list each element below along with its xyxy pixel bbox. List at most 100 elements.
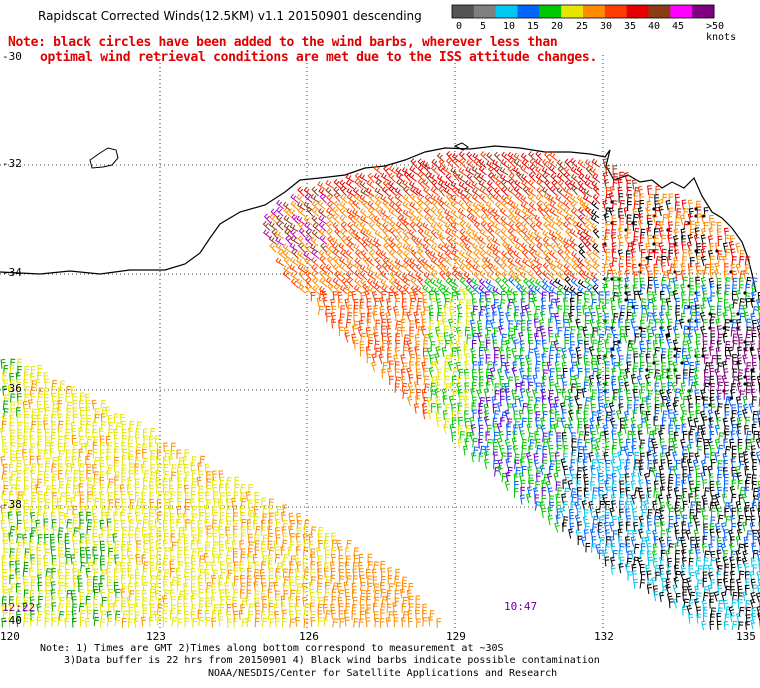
wind-barb (23, 581, 29, 592)
wind-barb (44, 548, 51, 558)
wind-barb (10, 393, 16, 403)
wind-barb (177, 497, 183, 508)
wind-barb (31, 420, 37, 431)
wind-barb (310, 568, 315, 579)
wind-barb (234, 476, 240, 487)
wind-barb (154, 583, 160, 594)
wind-barb (78, 539, 84, 550)
wind-barb (51, 476, 57, 487)
wind-barb (226, 603, 232, 614)
wind-barb (428, 616, 434, 627)
wind-barb (28, 567, 34, 578)
wind-barb (122, 610, 129, 620)
wind-barb (219, 484, 224, 494)
wind-barb (29, 435, 35, 446)
wind-barb (1, 602, 8, 613)
wind-barb (45, 442, 50, 452)
wind-barb (184, 562, 191, 572)
wind-barb (23, 539, 28, 550)
wind-barb (206, 582, 212, 592)
wind-barb (71, 603, 78, 614)
wind-barb (218, 574, 224, 585)
wind-barb (106, 617, 113, 628)
wind-barb (365, 596, 371, 606)
wind-barb (112, 533, 118, 544)
wind-barb (584, 159, 594, 169)
wind-barb (473, 173, 482, 183)
wind-barb (149, 554, 155, 565)
wind-barb (157, 490, 163, 501)
wind-barb (338, 575, 345, 585)
wind-barb (211, 589, 217, 600)
wind-barb (302, 562, 308, 572)
wind-barb (367, 575, 373, 585)
wind-barb (190, 490, 196, 501)
wind-barb (64, 435, 70, 445)
wind-barb (50, 546, 56, 557)
wind-barb (438, 158, 446, 169)
wind-barb (80, 420, 85, 431)
wind-barb (2, 442, 8, 452)
wind-barb (121, 602, 127, 613)
wind-barb (127, 567, 133, 578)
wind-barb (85, 595, 91, 606)
wind-barb (239, 561, 244, 571)
wind-barb (65, 492, 71, 502)
wind-barb (141, 492, 147, 502)
wind-barb (212, 491, 219, 501)
wind-barb (176, 539, 182, 550)
wind-barb (133, 470, 139, 480)
wind-barb (37, 505, 43, 516)
wind-barb (50, 512, 56, 522)
wind-barb (268, 567, 274, 578)
wind-barb (63, 442, 69, 453)
wind-barb (156, 527, 162, 537)
wind-barb (282, 504, 288, 515)
wind-barb (92, 576, 98, 586)
wind-barb (105, 455, 111, 466)
wind-barb (1, 596, 7, 606)
wind-barb (9, 364, 15, 375)
wind-barb (133, 617, 139, 628)
wind-barb (296, 513, 302, 523)
wind-barb (452, 171, 460, 182)
wind-barb (232, 525, 238, 536)
wind-barb (38, 463, 44, 474)
wind-barb (3, 379, 9, 389)
wind-barb (227, 618, 232, 629)
wind-barb (353, 554, 359, 565)
small-island (453, 142, 469, 151)
wind-barb (16, 602, 23, 613)
wind-barb (2, 400, 9, 410)
wind-barb (520, 152, 529, 163)
wind-barb (415, 609, 420, 620)
wind-barb (126, 541, 132, 551)
wind-barb (136, 498, 143, 508)
wind-barb (127, 436, 133, 446)
wind-barb (281, 539, 288, 550)
wind-barb (73, 413, 78, 424)
wind-barb (212, 484, 217, 494)
wind-barb (246, 525, 252, 536)
wind-barb (79, 491, 85, 502)
wind-barb (134, 434, 140, 445)
wind-barb (3, 463, 8, 474)
wind-barb (373, 589, 380, 600)
wind-barb (36, 455, 42, 466)
wind-barb (288, 525, 294, 536)
wind-barb (295, 576, 300, 586)
wind-barb (29, 386, 36, 397)
wind-barb (15, 372, 21, 383)
wind-barb (168, 455, 174, 466)
wind-barb (65, 497, 72, 508)
wind-barb (282, 609, 287, 620)
wind-barb (113, 519, 120, 530)
wind-barb (344, 547, 350, 558)
wind-barb (385, 595, 391, 606)
wind-barb (57, 527, 64, 537)
wind-barb (9, 574, 15, 585)
wind-barb (316, 546, 322, 557)
wind-barb (212, 526, 218, 536)
wind-barb (336, 583, 342, 593)
wind-barb (274, 568, 281, 578)
